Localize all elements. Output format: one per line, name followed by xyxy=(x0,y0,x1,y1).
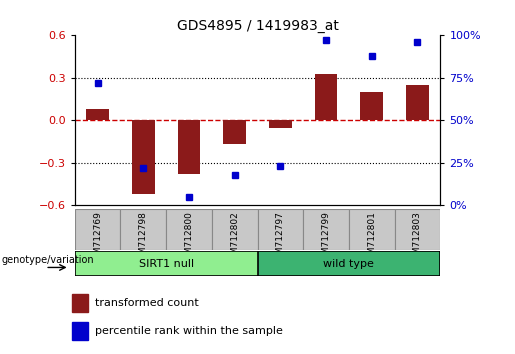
Text: GSM712799: GSM712799 xyxy=(321,211,331,266)
Text: GSM712803: GSM712803 xyxy=(413,211,422,266)
Text: GSM712802: GSM712802 xyxy=(230,211,239,266)
Text: wild type: wild type xyxy=(323,259,374,269)
Text: GSM712798: GSM712798 xyxy=(139,211,148,266)
Bar xyxy=(212,209,258,250)
Bar xyxy=(349,209,394,250)
Bar xyxy=(86,109,109,120)
Text: transformed count: transformed count xyxy=(95,298,199,308)
Bar xyxy=(360,92,383,120)
Bar xyxy=(303,209,349,250)
Bar xyxy=(72,294,88,312)
Bar xyxy=(178,120,200,174)
Bar xyxy=(315,74,337,120)
Bar xyxy=(269,120,292,128)
Text: GSM712800: GSM712800 xyxy=(184,211,194,266)
Title: GDS4895 / 1419983_at: GDS4895 / 1419983_at xyxy=(177,19,338,33)
Text: GSM712797: GSM712797 xyxy=(276,211,285,266)
Bar xyxy=(258,251,440,276)
Bar xyxy=(394,209,440,250)
Text: GSM712801: GSM712801 xyxy=(367,211,376,266)
Bar xyxy=(132,120,154,194)
Bar xyxy=(223,120,246,144)
Text: SIRT1 null: SIRT1 null xyxy=(139,259,194,269)
Bar xyxy=(258,209,303,250)
Text: genotype/variation: genotype/variation xyxy=(2,255,94,265)
Bar xyxy=(121,209,166,250)
Text: GSM712769: GSM712769 xyxy=(93,211,102,266)
Bar xyxy=(166,209,212,250)
Text: percentile rank within the sample: percentile rank within the sample xyxy=(95,326,283,336)
Bar xyxy=(75,251,258,276)
Bar xyxy=(406,85,429,120)
Bar xyxy=(75,209,121,250)
Bar xyxy=(72,322,88,340)
